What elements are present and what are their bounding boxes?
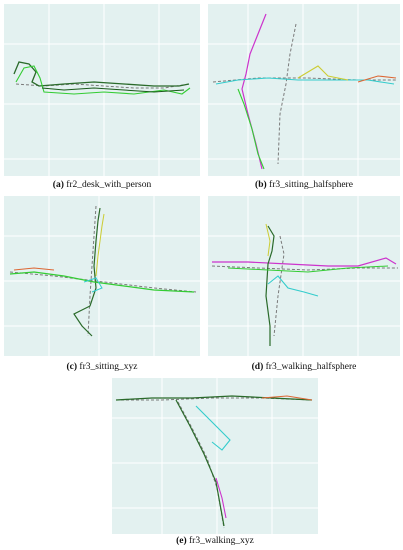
trajectory-path-c5	[83, 277, 103, 293]
trajectory-path-d4	[267, 275, 319, 297]
grid-a	[4, 4, 200, 176]
trajectory-svg-d	[208, 196, 400, 356]
groundtruth-path-b1	[277, 23, 297, 165]
caption-b: (b) fr3_sitting_halfsphere	[208, 180, 400, 190]
trajectory-path-e5	[261, 395, 313, 401]
trajectory-path-b5	[357, 75, 397, 83]
trajectory-path-d5	[227, 265, 389, 273]
trajectory-svg-c	[4, 196, 200, 356]
trajectory-path-b3	[237, 88, 265, 170]
trajectory-path-a3	[41, 87, 185, 93]
groundtruth-path-c1	[87, 205, 97, 337]
caption-c-label: fr3_sitting_xyz	[79, 362, 138, 372]
trajectory-plot-d	[208, 196, 400, 356]
caption-b-letter: (b)	[255, 180, 267, 190]
caption-d-label: fr3_walking_halfsphere	[265, 362, 357, 372]
trajectory-path-c2	[9, 271, 195, 293]
caption-d-letter: (d)	[251, 362, 264, 372]
trajectory-path-b2	[215, 77, 395, 85]
trajectory-path-c3	[95, 213, 105, 277]
groundtruth-path-d2	[273, 235, 285, 337]
caption-d: (d) fr3_walking_halfsphere	[208, 362, 400, 372]
trajectory-svg-a	[4, 4, 200, 176]
caption-e-letter: (e)	[176, 536, 187, 546]
trajectory-path-e3	[195, 405, 231, 451]
trajectory-path-e2	[175, 399, 225, 527]
groundtruth-path-d1	[211, 265, 398, 271]
trajectory-path-b4	[297, 65, 349, 81]
caption-e-label: fr3_walking_xyz	[189, 536, 254, 546]
trajectory-path-d1	[212, 257, 397, 267]
trajectory-path-b1	[241, 13, 267, 170]
grid-d	[208, 196, 400, 356]
trajectory-path-c4	[13, 267, 55, 271]
trajectory-path-d3	[265, 223, 271, 257]
caption-c-letter: (c)	[66, 362, 78, 372]
groundtruth-path-c2	[9, 271, 197, 293]
trajectory-path-a2	[15, 65, 191, 95]
caption-b-label: fr3_sitting_halfsphere	[269, 180, 353, 190]
trajectory-svg-b	[208, 4, 400, 176]
caption-a: (a) fr2_desk_with_person	[4, 180, 200, 190]
trajectory-svg-e	[112, 378, 318, 534]
trajectory-path-a1	[13, 61, 190, 87]
trajectory-path-e4	[215, 477, 227, 519]
caption-a-label: fr2_desk_with_person	[66, 180, 152, 190]
trajectory-plot-b	[208, 4, 400, 176]
trajectory-path-c1	[73, 207, 101, 337]
trajectory-plot-e	[112, 378, 318, 534]
caption-a-letter: (a)	[52, 180, 64, 190]
grid-b	[208, 4, 400, 176]
trajectory-path-e1	[115, 395, 313, 401]
trajectory-plot-a	[4, 4, 200, 176]
caption-c: (c) fr3_sitting_xyz	[4, 362, 200, 372]
grid-e	[112, 378, 318, 534]
grid-c	[4, 196, 200, 356]
trajectory-path-d2	[265, 225, 275, 346]
caption-e: (e) fr3_walking_xyz	[112, 536, 318, 546]
trajectory-plot-c	[4, 196, 200, 356]
